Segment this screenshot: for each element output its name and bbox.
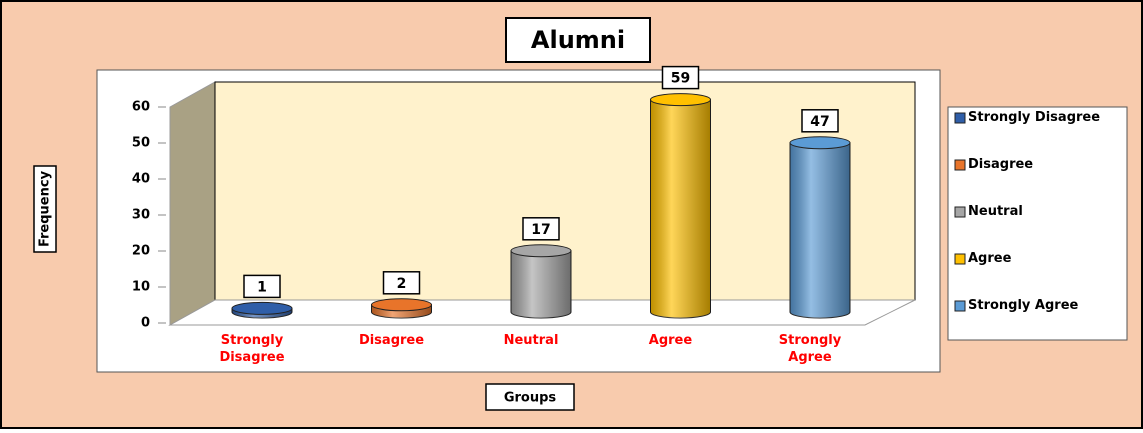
y-tick-label: 60 <box>132 100 150 115</box>
x-tick-label: Neutral <box>503 333 559 348</box>
bar-shade <box>650 99 711 318</box>
chart-title: Alumni <box>531 26 625 54</box>
legend-swatch <box>954 206 966 218</box>
data-label-box <box>243 274 281 299</box>
x-tick-label-box: Neutral <box>503 333 559 348</box>
y-tick-label: 10 <box>132 280 150 295</box>
x-tick-label: Disagree <box>358 333 425 348</box>
data-label-box <box>382 271 421 295</box>
legend-label-box: Neutral <box>968 204 1023 219</box>
legend-label-box: Agree <box>968 251 1012 266</box>
legend-label: Strongly Agree <box>968 298 1079 313</box>
data-label: 47 <box>810 114 829 130</box>
y-tick-label: 0 <box>141 316 150 331</box>
y-tick-label: 30 <box>132 208 150 223</box>
bar-top <box>789 136 851 150</box>
legend <box>947 106 1128 341</box>
y-axis-label: Frequency <box>38 170 53 247</box>
bar-shade <box>511 250 571 318</box>
data-label-box <box>801 109 839 133</box>
bar-top <box>231 301 293 315</box>
x-tick-label-box: Strongly Disagree <box>219 333 285 365</box>
bar-top <box>510 244 572 258</box>
x-tick-label-box: Strongly Agree <box>778 333 842 365</box>
y-label-box <box>33 165 57 253</box>
side-wall <box>169 81 216 326</box>
legend-swatch <box>954 300 966 312</box>
data-label-box <box>522 217 560 241</box>
legend-swatch <box>954 159 966 171</box>
legend-swatch <box>954 253 966 265</box>
legend-label-box: Strongly Agree <box>968 298 1079 313</box>
data-label-box <box>661 65 700 90</box>
x-tick-label: Strongly Disagree <box>219 333 285 365</box>
bar-top <box>371 298 432 312</box>
legend-label-box: Strongly Disagree <box>968 110 1101 125</box>
data-label: 1 <box>257 279 267 295</box>
title-box <box>505 17 651 63</box>
x-tick-label: Agree <box>648 333 693 348</box>
x-tick-label: Strongly Agree <box>778 333 842 365</box>
y-tick-label: 40 <box>132 172 150 187</box>
data-label: 59 <box>671 71 690 87</box>
data-label: 2 <box>397 276 407 292</box>
data-label: 17 <box>531 222 550 238</box>
legend-label: Strongly Disagree <box>968 110 1101 125</box>
x-label-box <box>485 383 575 411</box>
legend-label: Neutral <box>968 204 1023 219</box>
x-tick-label-box: Disagree <box>358 333 425 348</box>
y-tick-label: 50 <box>132 136 150 151</box>
legend-label: Agree <box>968 251 1012 266</box>
bar-top <box>650 93 711 107</box>
x-tick-label-box: Agree <box>648 333 693 348</box>
legend-label: Disagree <box>968 157 1034 172</box>
y-tick-label: 20 <box>132 244 150 259</box>
legend-swatch <box>954 112 966 124</box>
bar-shade <box>790 142 850 318</box>
x-axis-label: Groups <box>504 391 557 406</box>
legend-label-box: Disagree <box>968 157 1034 172</box>
